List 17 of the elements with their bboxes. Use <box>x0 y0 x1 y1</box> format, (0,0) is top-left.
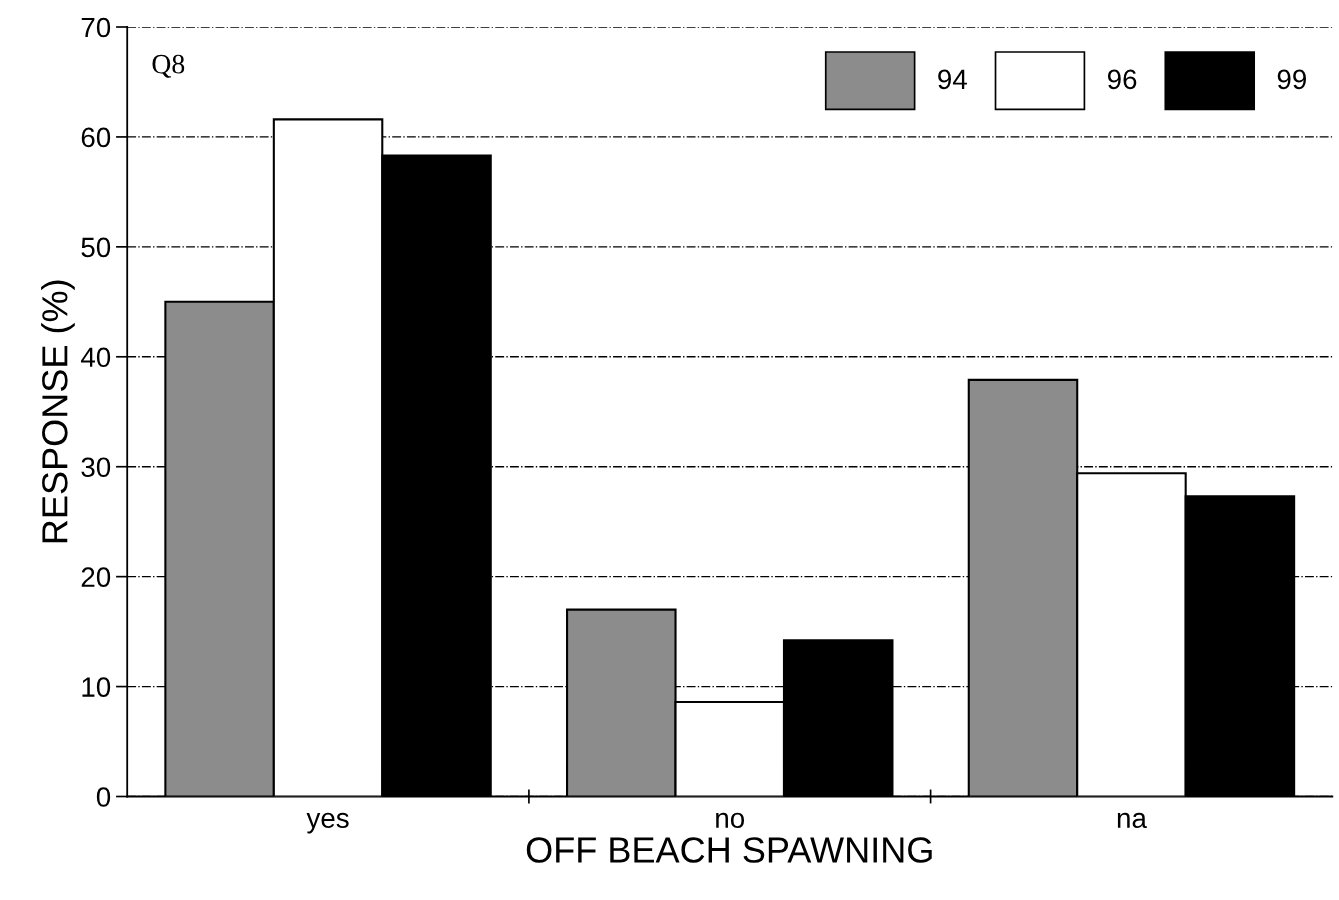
y-tick-label: 20 <box>81 567 111 587</box>
y-tick-label: 50 <box>81 237 111 258</box>
x-tick-label: yes <box>306 812 349 834</box>
x-tick-label: na <box>1117 812 1147 829</box>
y-tick-label: 60 <box>81 127 111 148</box>
y-tick-label: 10 <box>82 677 111 697</box>
legend-label: 94 <box>938 69 967 90</box>
y-tick-label: 30 <box>81 457 111 478</box>
y-tick-label: 0 <box>96 787 111 807</box>
legend-label: 99 <box>1277 69 1306 90</box>
annotation: Q8 <box>152 54 185 78</box>
x-tick-label: no <box>716 812 745 829</box>
x-axis-title: OFF BEACH SPAWNING <box>526 837 932 863</box>
y-axis-title: RESPONSE (%) <box>41 280 75 543</box>
y-tick-label: 40 <box>80 347 111 368</box>
y-tick-label: 70 <box>81 17 111 38</box>
legend-label: 96 <box>1107 69 1137 90</box>
